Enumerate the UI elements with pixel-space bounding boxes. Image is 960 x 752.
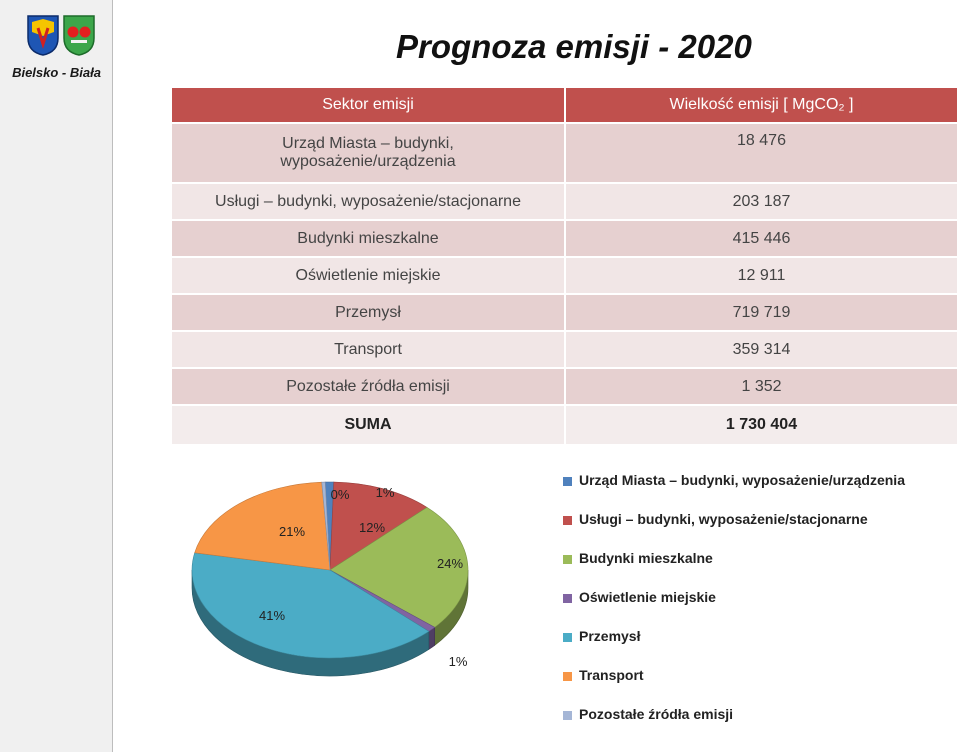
data-label: 41% <box>259 608 285 623</box>
table-row: Urząd Miasta – budynki, wyposażenie/urzą… <box>170 122 959 184</box>
legend-swatch <box>563 711 572 720</box>
pie-slice <box>194 481 331 571</box>
legend-label: Usługi – budynki, wyposażenie/stacjonarn… <box>579 511 868 527</box>
data-label: 24% <box>437 556 463 571</box>
table-row: Oświetlenie miejskie 12 911 <box>170 256 959 295</box>
legend-label: Pozostałe źródła emisji <box>579 706 734 722</box>
sector-cell: Pozostałe źródła emisji <box>170 367 566 406</box>
sector-cell: Transport <box>170 330 566 369</box>
legend-label: Budynki mieszkalne <box>579 550 713 566</box>
header-emission: Wielkość emisji [ MgCO₂ ] <box>564 86 959 124</box>
pie-slice <box>329 507 469 628</box>
data-label: 21% <box>279 524 305 539</box>
pie-slices <box>191 481 469 659</box>
pie-slice <box>321 481 331 571</box>
sector-cell: Oświetlenie miejskie <box>170 256 566 295</box>
legend-label: Urząd Miasta – budynki, wyposażenie/urzą… <box>579 472 905 488</box>
sector-cell: Usługi – budynki, wyposażenie/stacjonarn… <box>170 182 566 221</box>
sector-cell: Urząd Miasta – budynki, wyposażenie/urzą… <box>170 122 566 184</box>
table-row: Transport 359 314 <box>170 330 959 369</box>
legend-item: Urząd Miasta – budynki, wyposażenie/urzą… <box>563 472 953 511</box>
legend-swatch <box>563 594 572 603</box>
value-cell: 12 911 <box>564 256 959 295</box>
legend-label: Transport <box>579 667 644 683</box>
value-cell: 719 719 <box>564 293 959 332</box>
data-label: 1% <box>376 485 395 500</box>
value-cell: 415 446 <box>564 219 959 258</box>
legend-item: Pozostałe źródła emisji <box>563 706 953 745</box>
data-label: 1% <box>449 654 468 669</box>
table-row: Pozostałe źródła emisji 1 352 <box>170 367 959 406</box>
table-row: Przemysł 719 719 <box>170 293 959 332</box>
legend-label: Przemysł <box>579 628 641 644</box>
table-row: Usługi – budynki, wyposażenie/stacjonarn… <box>170 182 959 221</box>
coat-of-arms-logo <box>27 15 95 56</box>
value-cell: 1 352 <box>564 367 959 406</box>
data-label: 12% <box>359 520 385 535</box>
sector-cell: Budynki mieszkalne <box>170 219 566 258</box>
emissions-table: Sektor emisji Wielkość emisji [ MgCO₂ ] … <box>170 86 959 446</box>
brand-sidebar: Bielsko - Biała <box>0 0 113 752</box>
sum-label: SUMA <box>170 404 566 446</box>
legend-swatch <box>563 555 572 564</box>
sector-cell: Przemysł <box>170 293 566 332</box>
data-label: 0% <box>331 487 350 502</box>
legend-item: Transport <box>563 667 953 706</box>
legend-swatch <box>563 516 572 525</box>
value-cell: 203 187 <box>564 182 959 221</box>
legend-label: Oświetlenie miejskie <box>579 589 716 605</box>
legend-swatch <box>563 633 572 642</box>
pie-slice <box>191 552 430 659</box>
legend-item: Przemysł <box>563 628 953 667</box>
legend-swatch <box>563 477 572 486</box>
value-cell: 18 476 <box>564 122 959 184</box>
emissions-pie-chart: 1% 12% 24% 1% 41% 21% 0% <box>191 481 469 677</box>
slide-title: Prognoza emisji - 2020 <box>396 28 752 65</box>
brand-name: Bielsko - Biała <box>12 65 101 80</box>
table-row: Budynki mieszkalne 415 446 <box>170 219 959 258</box>
value-cell: 359 314 <box>564 330 959 369</box>
legend-item: Oświetlenie miejskie <box>563 589 953 628</box>
chart-legend: Urząd Miasta – budynki, wyposażenie/urzą… <box>563 472 953 745</box>
pie-slice <box>329 481 428 571</box>
sum-row: SUMA 1 730 404 <box>170 404 959 446</box>
legend-item: Budynki mieszkalne <box>563 550 953 589</box>
legend-item: Usługi – budynki, wyposażenie/stacjonarn… <box>563 511 953 550</box>
sum-value: 1 730 404 <box>564 404 959 446</box>
legend-swatch <box>563 672 572 681</box>
header-sector: Sektor emisji <box>170 86 566 124</box>
